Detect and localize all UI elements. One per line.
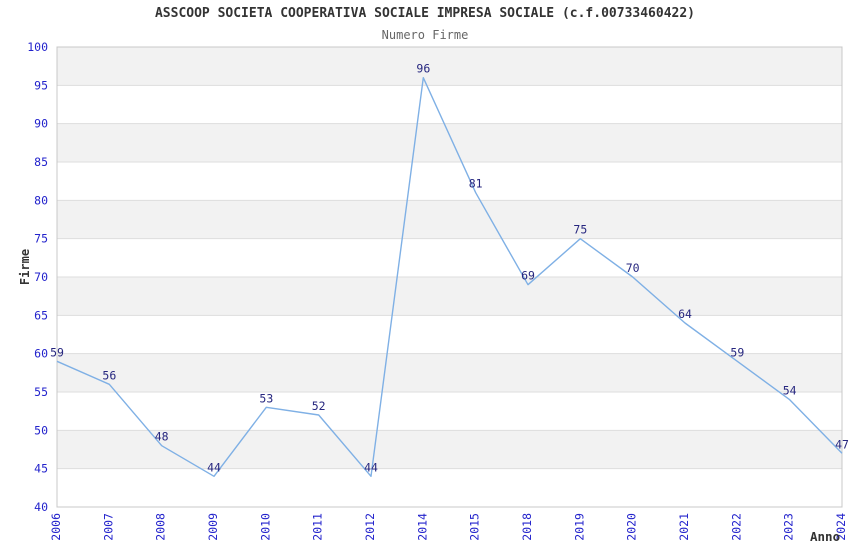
x-tick-label: 2023 — [782, 513, 796, 541]
x-tick-label: 2024 — [834, 513, 848, 541]
point-label: 70 — [626, 261, 640, 275]
plot-band — [57, 123, 842, 162]
point-label: 75 — [573, 223, 587, 237]
y-axis-title: Firme — [18, 248, 32, 286]
x-tick-labels: 2006 2007 2008 2009 2010 2011 2012 2014 2015 2018… — [49, 513, 848, 541]
y-tick-labels: 40 45 50 55 60 65 70 75 80 85 90 95 100 — [27, 40, 48, 514]
point-label: 81 — [469, 177, 483, 191]
x-tick-label: 2009 — [206, 513, 220, 541]
plot-bands — [57, 47, 842, 507]
chart-title: ASSCOOP SOCIETA COOPERATIVA SOCIALE IMPR… — [154, 6, 696, 21]
plot-band — [57, 47, 842, 86]
x-tick-label: 2020 — [625, 513, 639, 541]
plot-band — [57, 430, 842, 469]
point-label: 59 — [50, 345, 64, 359]
x-tick-label: 2021 — [677, 513, 691, 541]
point-label: 44 — [364, 460, 378, 474]
plot-band — [57, 85, 842, 124]
y-tick-label: 45 — [34, 462, 48, 476]
y-tick-label: 95 — [34, 78, 48, 92]
y-tick-label: 75 — [34, 232, 48, 246]
point-label: 54 — [783, 384, 797, 398]
point-label: 59 — [730, 345, 744, 359]
x-tick-label: 2011 — [311, 513, 325, 541]
x-axis-title: Anno — [810, 529, 841, 544]
x-tick-label: 2022 — [729, 513, 743, 541]
x-tick-label: 2012 — [363, 513, 377, 541]
x-tick-label: 2008 — [154, 513, 168, 541]
point-label: 56 — [102, 368, 116, 382]
plot-band — [57, 162, 842, 201]
chart-subtitle: Numero Firme — [381, 28, 469, 42]
data-line — [56, 76, 843, 477]
point-label: 48 — [155, 430, 169, 444]
gridlines — [57, 84, 842, 470]
plot-band — [57, 238, 842, 277]
y-tick-label: 55 — [34, 385, 48, 399]
x-tick-label: 2014 — [415, 513, 429, 541]
point-label: 69 — [521, 269, 535, 283]
plot-band — [57, 468, 842, 507]
point-label: 52 — [312, 399, 326, 413]
y-tick-label: 100 — [27, 40, 48, 54]
x-tick-label: 2010 — [258, 513, 272, 541]
point-labels: 59 56 48 44 53 52 44 96 81 69 75 70 64 59 54 47 — [50, 62, 849, 475]
point-label: 47 — [835, 437, 849, 451]
plot-band — [57, 200, 842, 239]
plot-band — [57, 315, 842, 354]
x-tick-label: 2006 — [49, 513, 63, 541]
y-tick-label: 70 — [34, 270, 48, 284]
point-label: 64 — [678, 307, 692, 321]
point-label: 44 — [207, 460, 221, 474]
x-tick-label: 2015 — [468, 513, 482, 541]
y-tick-label: 80 — [34, 193, 48, 207]
y-tick-label: 90 — [34, 117, 48, 131]
y-tick-label: 50 — [34, 423, 48, 437]
y-tick-label: 85 — [34, 155, 48, 169]
plot-band — [57, 392, 842, 431]
point-label: 96 — [416, 62, 430, 76]
x-tick-label: 2007 — [101, 513, 115, 541]
x-tick-label: 2018 — [520, 513, 534, 541]
y-tick-label: 40 — [34, 500, 48, 514]
point-label: 53 — [259, 391, 273, 405]
y-tick-label: 65 — [34, 308, 48, 322]
plot-band — [57, 353, 842, 392]
plot-border — [56, 46, 843, 508]
y-tick-label: 60 — [34, 347, 48, 361]
plot-band — [57, 277, 842, 316]
x-tick-label: 2019 — [572, 513, 586, 541]
